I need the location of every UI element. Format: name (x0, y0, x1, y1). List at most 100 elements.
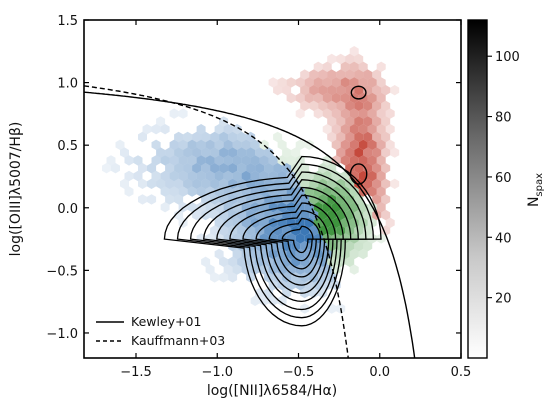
hexbin-cell (232, 124, 242, 135)
hexbin-cell (277, 295, 287, 306)
hexbin-cell (183, 147, 193, 158)
hexbin-cell (174, 194, 184, 205)
hexbin-cell (354, 69, 364, 80)
hexbin-cell (358, 248, 368, 260)
hexbin-cell (264, 147, 274, 158)
contour-peak (350, 85, 367, 100)
hexbin-cell (210, 147, 220, 158)
hexbin-cell (282, 194, 292, 205)
hexbin-cell (102, 163, 111, 174)
hexbin-cell (187, 202, 197, 213)
hexbin-cell (349, 233, 359, 244)
hexbin-cell (381, 85, 391, 96)
hexbin-cell (192, 163, 202, 174)
hexbin-cell (331, 108, 341, 119)
plot-area: −1.5 −1.0 −0.5 0.0 0.5 −1.0 −0.5 0.0 0.5 1.0 1.5 (46, 14, 471, 380)
contour-level (202, 179, 359, 303)
hexbin-cell (381, 209, 391, 221)
hexbin-cell (210, 163, 220, 174)
hexbin-cell (223, 170, 233, 182)
hexbin-density (102, 46, 400, 314)
hexbin-cell (192, 209, 202, 221)
hexbin-cell (345, 131, 355, 143)
hexbin-cell (124, 170, 134, 182)
legend-kewley-label: Kewley+01 (131, 314, 201, 329)
hexbin-cell (174, 163, 184, 174)
hexbin-cell (178, 108, 188, 119)
hexbin-cell (282, 225, 292, 236)
hexbin-cell (250, 139, 260, 150)
hexbin-cell (318, 85, 328, 96)
hexbin-cell (120, 178, 129, 189)
colorbar-tick-label: 60 (495, 171, 512, 186)
hexbin-cell (223, 264, 233, 275)
hexbin-cell (120, 147, 129, 158)
hexbin-cell (318, 69, 328, 80)
hexbin-cell (282, 85, 292, 96)
colorbar-tick-label: 40 (495, 231, 512, 246)
hexbin-cell (178, 155, 188, 166)
hexbin-cell (295, 139, 305, 150)
hexbin-cell (354, 116, 364, 127)
hexbin-cell (376, 139, 386, 150)
hexbin-cell (390, 147, 400, 158)
contour-level (255, 210, 329, 270)
hexbin-cell (331, 124, 341, 135)
hexbin-cell (210, 225, 220, 236)
hexbin-cell (169, 108, 179, 119)
hexbin-cell (300, 100, 310, 111)
hexbin-cell (336, 53, 346, 65)
hexbin-cell (187, 170, 197, 182)
hexbin-cell (138, 194, 147, 205)
hexbin-cell (138, 178, 147, 189)
hexbin-cell (385, 217, 395, 228)
hexbin-cell (381, 163, 391, 174)
hexbin-cell (214, 139, 224, 150)
hexbin-cell (115, 139, 125, 150)
hexbin-cell (295, 264, 305, 275)
hexbin-cell (327, 256, 337, 267)
hexbin-cell (358, 77, 368, 88)
hexbin-cell (210, 272, 220, 283)
hexbin-cell (268, 77, 278, 88)
hexbin-cell (336, 147, 346, 158)
hexbin-cell (169, 186, 179, 197)
hexbin-cell (214, 248, 224, 260)
hexbin-cell (372, 194, 382, 205)
hexbin-cell (151, 139, 161, 150)
hexbin-cell (160, 155, 170, 166)
hexbin-cell (241, 139, 251, 150)
hexbin-cell (313, 92, 323, 104)
hexbin-cell (376, 124, 386, 135)
hexbin-cell (205, 139, 215, 150)
colorbar-tick-label: 20 (495, 292, 512, 307)
hexbin-cell (336, 178, 346, 189)
hexbin-cell (151, 124, 161, 135)
hexbin-cell (367, 108, 377, 119)
colorbar-frame (467, 19, 488, 359)
hexbin-cell (327, 131, 337, 143)
hexbin-cell (372, 85, 382, 96)
hexbin-cell (201, 256, 211, 267)
hexbin-cell (354, 85, 364, 96)
x-tick-label: 0.0 (369, 365, 390, 380)
hexbin-cell (358, 124, 368, 135)
hexbin-cell (151, 155, 161, 166)
hexbin-cell (349, 46, 359, 57)
hexbin-cell (331, 77, 341, 88)
hexbin-cell (142, 124, 152, 135)
hexbin-cell (246, 256, 256, 267)
hexbin-cell (354, 225, 364, 236)
hexbin-cell (300, 194, 310, 205)
hexbin-cell (367, 92, 377, 104)
hexbin-cell (295, 217, 305, 228)
contour-level (163, 155, 382, 327)
hexbin-cell (264, 163, 274, 174)
colorbar-tick-label: 100 (495, 50, 520, 65)
hexbin-cell (228, 131, 238, 143)
hexbin-cell (376, 170, 386, 182)
hexbin-cell (363, 163, 373, 174)
hexbin-cell (322, 61, 332, 72)
hexbin-cell (178, 170, 188, 182)
hexbin-cell (165, 194, 175, 205)
